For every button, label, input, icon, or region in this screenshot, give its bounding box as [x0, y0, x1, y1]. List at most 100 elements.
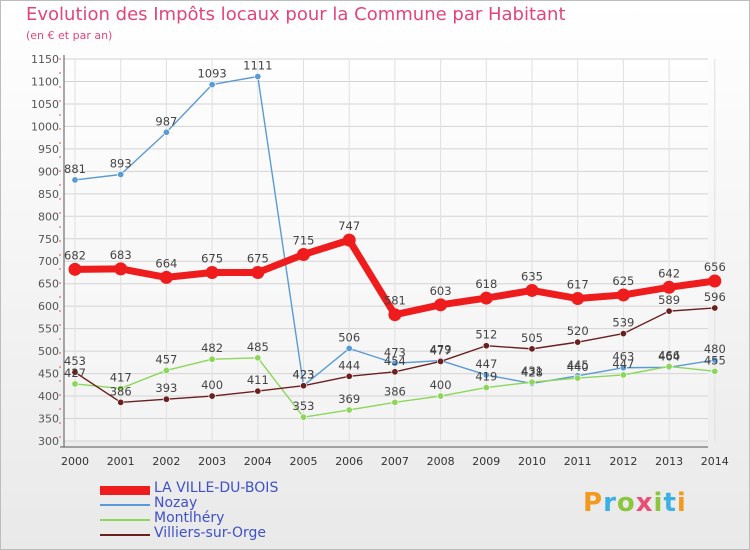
data-label: 747	[338, 219, 360, 233]
data-label: 457	[155, 352, 177, 366]
data-point	[342, 233, 356, 247]
data-point	[619, 371, 627, 379]
data-label: 417	[110, 370, 132, 384]
y-tick-label: 1100	[31, 75, 59, 88]
legend-swatch	[100, 504, 150, 506]
data-label: 581	[384, 294, 406, 308]
y-tick-label: 900	[38, 165, 59, 178]
legend-swatch	[100, 486, 150, 495]
data-label: 603	[430, 284, 452, 298]
data-point	[71, 368, 79, 376]
plot-area	[64, 59, 708, 441]
data-point	[299, 413, 307, 421]
data-point	[619, 330, 627, 338]
data-label: 423	[293, 368, 315, 382]
data-label: 893	[110, 156, 132, 170]
x-tick-label: 2001	[107, 455, 135, 468]
data-point	[711, 356, 719, 364]
data-label: 393	[155, 381, 177, 395]
data-point	[528, 378, 536, 386]
data-label: 477	[430, 343, 452, 357]
x-tick-label: 2007	[381, 455, 409, 468]
data-point	[205, 265, 219, 279]
data-label: 386	[110, 384, 132, 398]
data-point	[437, 392, 445, 400]
y-tick-label: 550	[38, 323, 59, 336]
data-point	[117, 384, 125, 392]
data-label: 447	[612, 357, 634, 371]
data-label: 447	[475, 357, 497, 371]
data-label: 596	[704, 290, 726, 304]
data-point	[159, 270, 173, 284]
data-label: 618	[475, 277, 497, 291]
data-point	[574, 338, 582, 346]
data-point	[251, 265, 265, 279]
data-label: 400	[430, 378, 452, 392]
x-tick-label: 2002	[152, 455, 180, 468]
data-label: 485	[247, 340, 269, 354]
data-point	[117, 398, 125, 406]
data-point	[297, 247, 310, 261]
y-tick-label: 650	[38, 278, 59, 291]
data-label: 419	[475, 370, 497, 384]
y-tick-label: 1050	[31, 98, 59, 111]
data-point	[299, 382, 307, 390]
data-point	[616, 288, 630, 302]
logo-letter: i	[653, 488, 664, 518]
data-label: 675	[247, 251, 269, 265]
data-label: 682	[64, 248, 86, 262]
data-label: 881	[64, 162, 86, 176]
data-label: 411	[247, 373, 269, 387]
x-tick-label: 2011	[564, 455, 592, 468]
data-label: 464	[658, 349, 680, 363]
data-label: 1111	[243, 59, 272, 73]
data-label: 453	[64, 354, 86, 368]
data-label: 1093	[197, 67, 226, 81]
data-point	[117, 170, 125, 178]
data-point	[711, 304, 719, 312]
data-label: 431	[521, 364, 543, 378]
x-tick-label: 2010	[518, 455, 546, 468]
data-label: 512	[475, 328, 497, 342]
data-point	[208, 81, 216, 89]
data-label: 675	[201, 251, 223, 265]
data-label: 482	[201, 341, 223, 355]
data-point	[162, 395, 170, 403]
data-point	[391, 368, 399, 376]
data-label: 683	[110, 248, 132, 262]
y-tick-label: 1000	[31, 120, 59, 133]
data-label: 479	[430, 343, 452, 357]
y-tick-label: 950	[38, 143, 59, 156]
data-label: 427	[64, 366, 86, 380]
data-label: 480	[704, 342, 726, 356]
logo-letter: P	[583, 488, 604, 518]
x-tick-label: 2006	[335, 455, 363, 468]
data-label: 353	[293, 399, 315, 413]
y-tick-label: 300	[38, 435, 59, 448]
data-point	[437, 357, 445, 365]
y-tick-label: 600	[38, 300, 59, 313]
data-label: 664	[155, 256, 177, 270]
data-point	[482, 342, 490, 350]
data-label: 642	[658, 266, 680, 280]
logo-letter: r	[603, 488, 617, 518]
y-tick-label: 800	[38, 210, 59, 223]
y-tick-label: 700	[38, 255, 59, 268]
data-point	[708, 274, 722, 288]
legend-label: Nozay	[154, 495, 198, 511]
data-label: 656	[704, 260, 726, 274]
data-point	[711, 367, 719, 375]
legend-label: LA VILLE-DU-BOIS	[154, 480, 279, 496]
data-label: 369	[338, 392, 360, 406]
x-tick-label: 2009	[472, 455, 500, 468]
data-point	[525, 283, 539, 297]
data-label: 454	[384, 354, 406, 368]
logo-letter: o	[616, 488, 636, 518]
data-label: 463	[612, 350, 634, 364]
x-tick-label: 2014	[701, 455, 729, 468]
data-label: 589	[658, 293, 680, 307]
y-tick-label: 1150	[31, 53, 59, 66]
legend-label: Montlhéry	[154, 510, 225, 526]
x-tick-label: 2000	[61, 455, 89, 468]
